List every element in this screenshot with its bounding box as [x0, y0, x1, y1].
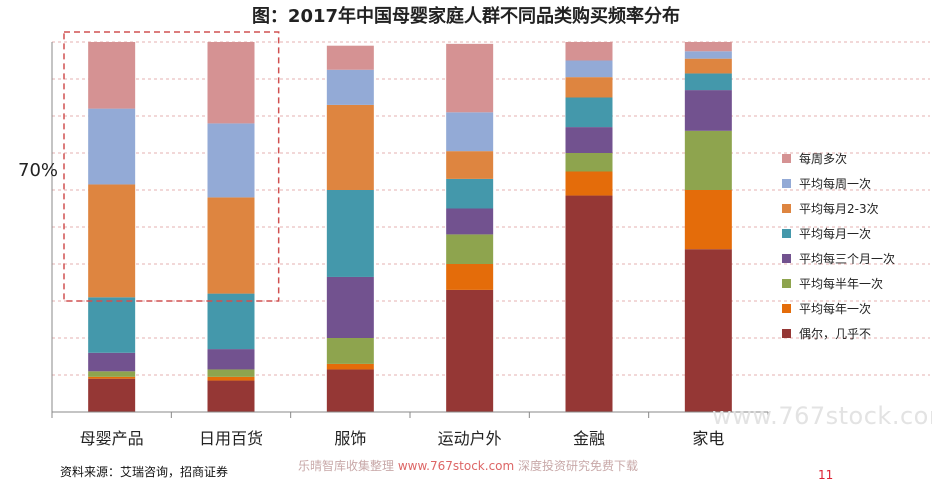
category-label: 家电 [692, 429, 724, 448]
bar-segment [565, 60, 613, 78]
bar-segment [207, 293, 255, 350]
site-watermark: www.767stock.com [712, 402, 932, 430]
bar-segment [446, 43, 494, 113]
legend-swatch [782, 329, 791, 338]
legend-label: 平均每月一次 [799, 227, 872, 241]
category-label: 母婴产品 [80, 429, 144, 448]
legend-label: 平均每半年一次 [799, 277, 884, 291]
category-label: 服饰 [334, 429, 366, 448]
legend-item: 偶尔，几乎不 [782, 321, 895, 346]
legend-item: 平均每三个月一次 [782, 246, 895, 271]
legend-swatch [782, 254, 791, 263]
legend-item: 平均每周一次 [782, 171, 895, 196]
chart-legend: 每周多次平均每周一次 平均每月2-3次 平均每月一次平均每三个月一次 平均每半年一次平… [782, 146, 895, 346]
bar-segment [326, 276, 374, 338]
bar-segment [207, 349, 255, 370]
legend-label: 每周多次 [799, 152, 848, 166]
bar-segment [684, 42, 732, 52]
footer-site: www.767stock.com [397, 459, 515, 473]
bar-segment [446, 112, 494, 152]
legend-swatch [782, 279, 791, 288]
bar-segment [207, 369, 255, 377]
legend-label: 平均每三个月一次 [799, 252, 896, 266]
highlight-annotation-label: 70% [18, 160, 59, 181]
highlight-box [63, 31, 280, 302]
bar-segment [565, 97, 613, 128]
bar-segment [207, 197, 255, 294]
bar-segment [446, 208, 494, 235]
bar-segment [565, 77, 613, 98]
bar-segment [684, 58, 732, 74]
category-label: 运动户外 [438, 429, 502, 448]
bar-segment [684, 190, 732, 250]
legend-label: 平均每月2-3次 [799, 202, 879, 216]
bar-segment [684, 130, 732, 190]
category-label: 日用百货 [199, 429, 263, 448]
bar-segment [684, 51, 732, 59]
legend-label: 平均每年一次 [799, 302, 872, 316]
bar-segment [88, 376, 136, 379]
legend-swatch [782, 154, 791, 163]
bar-segment [88, 297, 136, 353]
legend-label: 偶尔，几乎不 [799, 327, 872, 341]
bar-segment [565, 153, 613, 172]
bar-segment [446, 234, 494, 264]
bar-segment [326, 104, 374, 190]
data-source: 资料来源：艾瑞咨询，招商证券 [60, 465, 229, 479]
bar-segment [326, 363, 374, 370]
page-number: 11 [818, 468, 834, 482]
bar-segment [684, 73, 732, 91]
legend-item: 每周多次 [782, 146, 895, 171]
bar-segment [565, 42, 613, 61]
bar-segment [446, 264, 494, 290]
bar-segment [326, 190, 374, 277]
bar-segment [88, 108, 136, 185]
bar-segment [684, 249, 732, 412]
bar-segment [326, 69, 374, 105]
legend-item: 平均每月一次 [782, 221, 895, 246]
footer-prefix: 乐晴智库收集整理 [298, 459, 395, 473]
bar-segment [326, 369, 374, 412]
legend-swatch [782, 179, 791, 188]
bar-segment [88, 42, 136, 109]
bar-segment [684, 90, 732, 131]
bar-segment [446, 178, 494, 209]
bar-segment [88, 352, 136, 372]
bar-segment [207, 123, 255, 198]
bar-segment [88, 371, 136, 377]
footer-suffix: 深度投资研究免费下载 [518, 459, 639, 473]
legend-swatch [782, 204, 791, 213]
category-label: 金融 [573, 429, 605, 448]
bar-segment [446, 289, 494, 412]
legend-item: 平均每月2-3次 [782, 196, 895, 221]
bar-segment [565, 171, 613, 196]
bar-segment [207, 380, 255, 412]
footer-note: 乐晴智库收集整理 www.767stock.com 深度投资研究免费下载 [298, 457, 638, 474]
bar-segment [88, 378, 136, 412]
bar-segment [326, 45, 374, 70]
legend-item: 平均每年一次 [782, 296, 895, 321]
legend-item: 平均每半年一次 [782, 271, 895, 296]
bar-segment [326, 338, 374, 364]
chart-title: 图：2017年中国母婴家庭人群不同品类购买频率分布 [251, 6, 681, 27]
bar-segment [207, 376, 255, 381]
bar-segment [446, 151, 494, 179]
bar-segment [88, 184, 136, 298]
legend-swatch [782, 229, 791, 238]
bar-segment [565, 195, 613, 412]
bar-segment [565, 127, 613, 153]
legend-label: 平均每周一次 [799, 177, 872, 191]
legend-swatch [782, 304, 791, 313]
bar-segment [207, 42, 255, 124]
